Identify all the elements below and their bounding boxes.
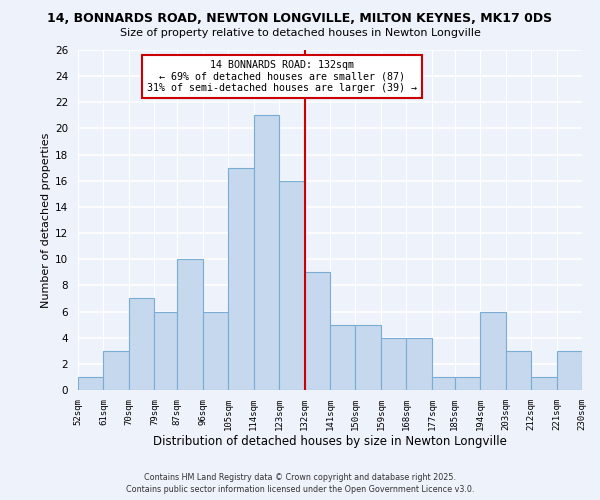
- Bar: [480, 312, 506, 390]
- Bar: [78, 377, 103, 390]
- Bar: [582, 377, 600, 390]
- Bar: [406, 338, 432, 390]
- Bar: [103, 351, 129, 390]
- Bar: [432, 377, 455, 390]
- Bar: [355, 324, 381, 390]
- Bar: [330, 324, 355, 390]
- Bar: [203, 312, 228, 390]
- Bar: [154, 312, 177, 390]
- Text: Contains HM Land Registry data © Crown copyright and database right 2025.
Contai: Contains HM Land Registry data © Crown c…: [126, 473, 474, 494]
- Bar: [381, 338, 406, 390]
- Bar: [177, 259, 203, 390]
- Y-axis label: Number of detached properties: Number of detached properties: [41, 132, 51, 308]
- Text: 14 BONNARDS ROAD: 132sqm
← 69% of detached houses are smaller (87)
31% of semi-d: 14 BONNARDS ROAD: 132sqm ← 69% of detach…: [147, 60, 417, 94]
- Bar: [254, 116, 279, 390]
- Bar: [506, 351, 531, 390]
- X-axis label: Distribution of detached houses by size in Newton Longville: Distribution of detached houses by size …: [153, 436, 507, 448]
- Text: Size of property relative to detached houses in Newton Longville: Size of property relative to detached ho…: [119, 28, 481, 38]
- Bar: [228, 168, 254, 390]
- Bar: [455, 377, 480, 390]
- Bar: [557, 351, 582, 390]
- Bar: [531, 377, 557, 390]
- Text: 14, BONNARDS ROAD, NEWTON LONGVILLE, MILTON KEYNES, MK17 0DS: 14, BONNARDS ROAD, NEWTON LONGVILLE, MIL…: [47, 12, 553, 26]
- Bar: [279, 181, 305, 390]
- Bar: [129, 298, 154, 390]
- Bar: [305, 272, 330, 390]
